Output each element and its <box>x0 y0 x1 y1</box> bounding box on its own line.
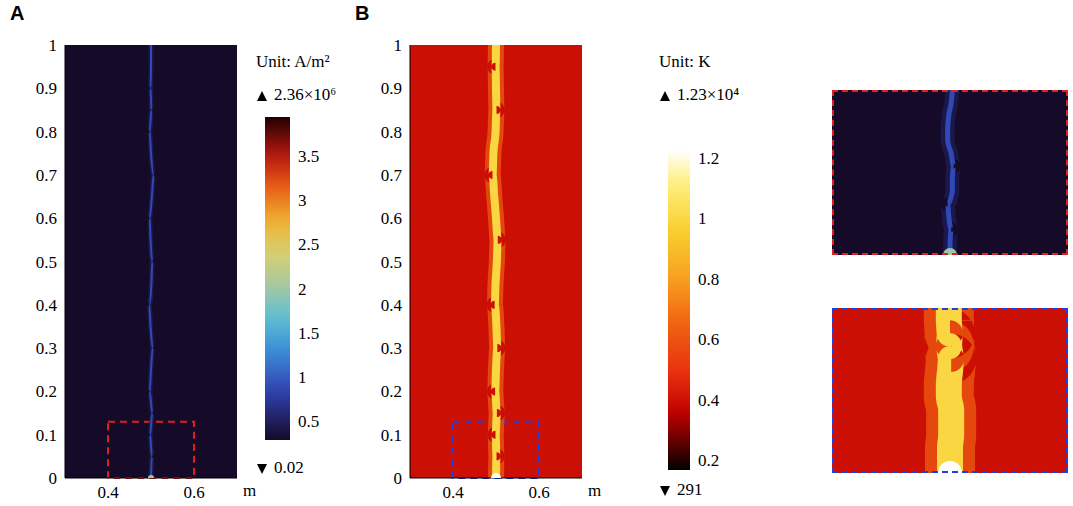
html-text:Unit: A/m²: Unit: A/m² <box>256 52 330 71</box>
svg-text:0.4: 0.4 <box>442 483 464 502</box>
html-text:1: 1 <box>698 209 707 229</box>
svg-text:0.7: 0.7 <box>36 166 58 185</box>
svg-text:0.6: 0.6 <box>528 483 549 502</box>
svg-text:0.4: 0.4 <box>36 296 58 315</box>
html-text:0.5: 0.5 <box>298 412 320 432</box>
html-text:0.8: 0.8 <box>698 269 720 289</box>
svg-text:0.3: 0.3 <box>36 339 57 358</box>
html-text:1.5: 1.5 <box>298 323 320 343</box>
html-text:m: m <box>243 481 257 500</box>
html-text:3: 3 <box>298 191 307 211</box>
html-text:2: 2 <box>298 279 307 299</box>
svg-text:0.3: 0.3 <box>381 339 402 358</box>
html-text:291: 291 <box>677 480 703 499</box>
svg-text:0.2: 0.2 <box>381 382 402 401</box>
html-text:Unit: K: Unit: K <box>659 52 711 71</box>
html-text:0.2: 0.2 <box>698 450 720 470</box>
svg-text:0.1: 0.1 <box>36 426 57 445</box>
svg-text:0: 0 <box>394 469 403 488</box>
svg-text:0.8: 0.8 <box>381 123 402 142</box>
svg-text:1: 1 <box>394 36 403 55</box>
svg-text:0.8: 0.8 <box>36 123 57 142</box>
html-text:0.6: 0.6 <box>698 330 720 350</box>
svg-text:0.6: 0.6 <box>381 209 402 228</box>
svg-text:0.4: 0.4 <box>97 483 119 502</box>
html-text:2.5: 2.5 <box>298 235 320 255</box>
svg-text:0.5: 0.5 <box>36 253 57 272</box>
svg-text:0.9: 0.9 <box>381 79 402 98</box>
html-text:1: 1 <box>298 368 307 387</box>
svg-text:0.6: 0.6 <box>36 209 57 228</box>
svg-text:0.5: 0.5 <box>381 253 402 272</box>
svg-text:0.1: 0.1 <box>381 426 402 445</box>
html-text:0.4: 0.4 <box>698 390 720 410</box>
svg-text:0.2: 0.2 <box>36 382 57 401</box>
html-text:A: A <box>10 2 25 24</box>
html-text:0.02: 0.02 <box>274 458 304 477</box>
html-text:B: B <box>355 2 370 24</box>
svg-text:0.6: 0.6 <box>183 483 204 502</box>
html-text:3.5: 3.5 <box>298 146 320 166</box>
html-text:2.36×10⁶: 2.36×10⁶ <box>274 85 337 104</box>
svg-text:0.7: 0.7 <box>381 166 403 185</box>
svg-text:0: 0 <box>49 469 58 488</box>
svg-text:0.4: 0.4 <box>381 296 403 315</box>
svg-text:1: 1 <box>49 36 58 55</box>
html-text:1.2: 1.2 <box>698 149 720 168</box>
html-text:m: m <box>588 481 602 500</box>
svg-text:0.9: 0.9 <box>36 79 57 98</box>
html-text:1.23×10⁴: 1.23×10⁴ <box>677 85 740 104</box>
